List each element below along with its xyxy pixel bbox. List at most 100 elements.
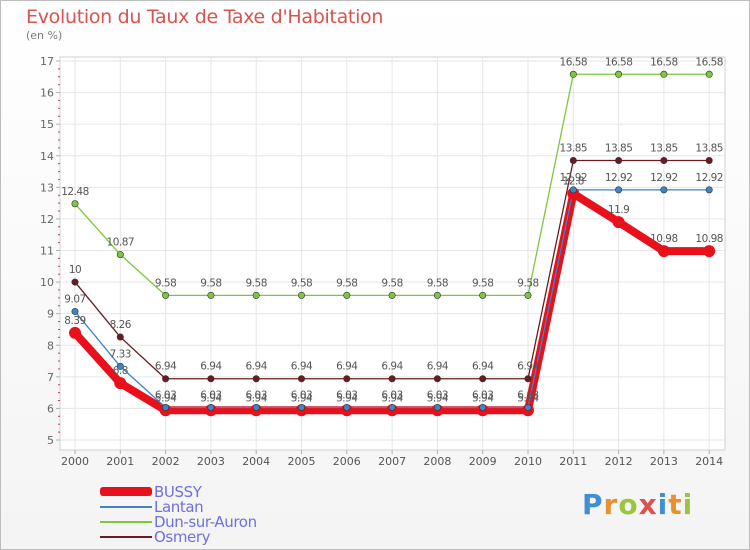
data-point-lantan bbox=[207, 403, 215, 411]
data-point-dun-sur-auron bbox=[615, 70, 623, 78]
data-point-lantan bbox=[297, 403, 305, 411]
data-label-bussy: 8.39 bbox=[64, 315, 85, 327]
data-point-osmery bbox=[705, 156, 713, 164]
data-point-bussy bbox=[114, 377, 127, 390]
data-label-osmery: 6.94 bbox=[246, 361, 268, 373]
data-label-bussy: 5.94 bbox=[336, 392, 358, 404]
data-label-osmery: 6.94 bbox=[155, 361, 177, 373]
y-tick-label: 14 bbox=[40, 150, 54, 163]
y-tick-label: 16 bbox=[40, 87, 54, 100]
data-label-dun-sur-auron: 9.58 bbox=[517, 277, 538, 289]
data-label-osmery: 6.94 bbox=[336, 361, 358, 373]
data-label-bussy: 11.9 bbox=[608, 204, 629, 216]
data-point-lantan bbox=[343, 403, 351, 411]
data-point-osmery bbox=[479, 375, 487, 383]
x-tick-label: 2009 bbox=[469, 455, 497, 468]
data-point-osmery bbox=[116, 333, 124, 341]
x-tick-label: 2004 bbox=[242, 455, 270, 468]
legend-swatch-bussy bbox=[100, 487, 152, 496]
chart-legend: BUSSY Lantan Dun-sur-Auron Osmery bbox=[100, 483, 257, 546]
data-label-lantan: 6.03 bbox=[155, 389, 176, 401]
data-label-lantan: 6.03 bbox=[246, 389, 267, 401]
logo-letter: i bbox=[682, 488, 694, 521]
data-label-bussy: 5.94 bbox=[381, 392, 403, 404]
data-label-bussy: 5.94 bbox=[246, 392, 268, 404]
y-tick-label: 17 bbox=[40, 55, 54, 68]
data-point-dun-sur-auron bbox=[569, 70, 577, 78]
logo-letter: t bbox=[668, 488, 683, 521]
data-label-lantan: 6.03 bbox=[336, 389, 357, 401]
data-label-dun-sur-auron: 9.58 bbox=[381, 277, 402, 289]
data-point-lantan bbox=[524, 403, 532, 411]
data-label-dun-sur-auron: 16.58 bbox=[695, 56, 723, 68]
data-point-lantan bbox=[162, 403, 170, 411]
data-label-bussy: 10.98 bbox=[695, 233, 723, 245]
data-label-bussy: 5.94 bbox=[472, 392, 494, 404]
data-label-bussy: 5.94 bbox=[427, 392, 449, 404]
data-point-dun-sur-auron bbox=[207, 291, 215, 299]
data-point-lantan bbox=[705, 186, 713, 194]
data-point-dun-sur-auron bbox=[479, 291, 487, 299]
data-point-dun-sur-auron bbox=[388, 291, 396, 299]
data-label-bussy: 6.8 bbox=[113, 365, 128, 377]
logo-letter: x bbox=[638, 488, 658, 521]
logo-letter: i bbox=[657, 488, 669, 521]
data-label-dun-sur-auron: 10.87 bbox=[107, 237, 135, 249]
data-label-lantan: 7.33 bbox=[110, 348, 131, 360]
data-point-dun-sur-auron bbox=[705, 70, 713, 78]
data-label-osmery: 13.85 bbox=[695, 142, 723, 154]
data-label-lantan: 9.07 bbox=[64, 293, 85, 305]
data-point-osmery bbox=[71, 278, 79, 286]
x-tick-label: 2003 bbox=[197, 455, 225, 468]
data-point-lantan bbox=[615, 186, 623, 194]
data-label-osmery: 6.94 bbox=[427, 361, 449, 373]
x-tick-label: 2011 bbox=[559, 455, 587, 468]
data-label-lantan: 6.03 bbox=[381, 389, 402, 401]
legend-label-lantan: Lantan bbox=[154, 497, 204, 516]
x-tick-label: 2002 bbox=[152, 455, 180, 468]
y-tick-label: 15 bbox=[40, 118, 54, 131]
data-point-osmery bbox=[569, 156, 577, 164]
proxiti-logo: Proxiti bbox=[582, 488, 693, 521]
data-point-osmery bbox=[343, 375, 351, 383]
data-label-dun-sur-auron: 9.58 bbox=[336, 277, 357, 289]
data-label-dun-sur-auron: 9.58 bbox=[155, 277, 176, 289]
y-tick-label: 13 bbox=[40, 181, 54, 194]
y-tick-label: 12 bbox=[40, 213, 54, 226]
data-point-osmery bbox=[162, 375, 170, 383]
data-label-dun-sur-auron: 16.58 bbox=[605, 56, 633, 68]
x-tick-label: 2001 bbox=[106, 455, 134, 468]
data-label-dun-sur-auron: 9.58 bbox=[472, 277, 493, 289]
data-label-bussy: 5.94 bbox=[155, 392, 177, 404]
data-point-lantan bbox=[433, 403, 441, 411]
x-tick-label: 2006 bbox=[333, 455, 361, 468]
x-tick-label: 2010 bbox=[514, 455, 542, 468]
data-label-osmery: 13.85 bbox=[605, 142, 633, 154]
y-tick-label: 11 bbox=[40, 245, 54, 258]
data-label-lantan: 12.92 bbox=[695, 172, 723, 184]
data-label-dun-sur-auron: 9.58 bbox=[427, 277, 448, 289]
x-tick-label: 2013 bbox=[650, 455, 678, 468]
data-point-dun-sur-auron bbox=[343, 291, 351, 299]
legend-item-osmery: Osmery bbox=[100, 528, 257, 546]
data-label-osmery: 6.94 bbox=[200, 361, 222, 373]
legend-item-dun-sur-auron: Dun-sur-Auron bbox=[100, 513, 257, 531]
data-point-osmery bbox=[207, 375, 215, 383]
data-label-dun-sur-auron: 12.48 bbox=[61, 186, 89, 198]
data-point-lantan bbox=[71, 307, 79, 315]
data-point-lantan bbox=[569, 186, 577, 194]
data-label-osmery: 6.94 bbox=[472, 361, 494, 373]
data-label-osmery: 10 bbox=[69, 264, 81, 276]
x-tick-label: 2000 bbox=[61, 455, 89, 468]
data-point-dun-sur-auron bbox=[116, 251, 124, 259]
data-label-lantan: 6.03 bbox=[517, 389, 538, 401]
data-point-osmery bbox=[388, 375, 396, 383]
data-point-osmery bbox=[433, 375, 441, 383]
data-label-bussy: 12.8 bbox=[563, 176, 584, 188]
data-point-dun-sur-auron bbox=[297, 291, 305, 299]
data-label-dun-sur-auron: 9.58 bbox=[200, 277, 221, 289]
data-label-osmery: 6.94 bbox=[517, 361, 539, 373]
logo-letter: r bbox=[603, 488, 619, 521]
data-point-osmery bbox=[524, 375, 532, 383]
data-label-lantan: 6.03 bbox=[427, 389, 448, 401]
